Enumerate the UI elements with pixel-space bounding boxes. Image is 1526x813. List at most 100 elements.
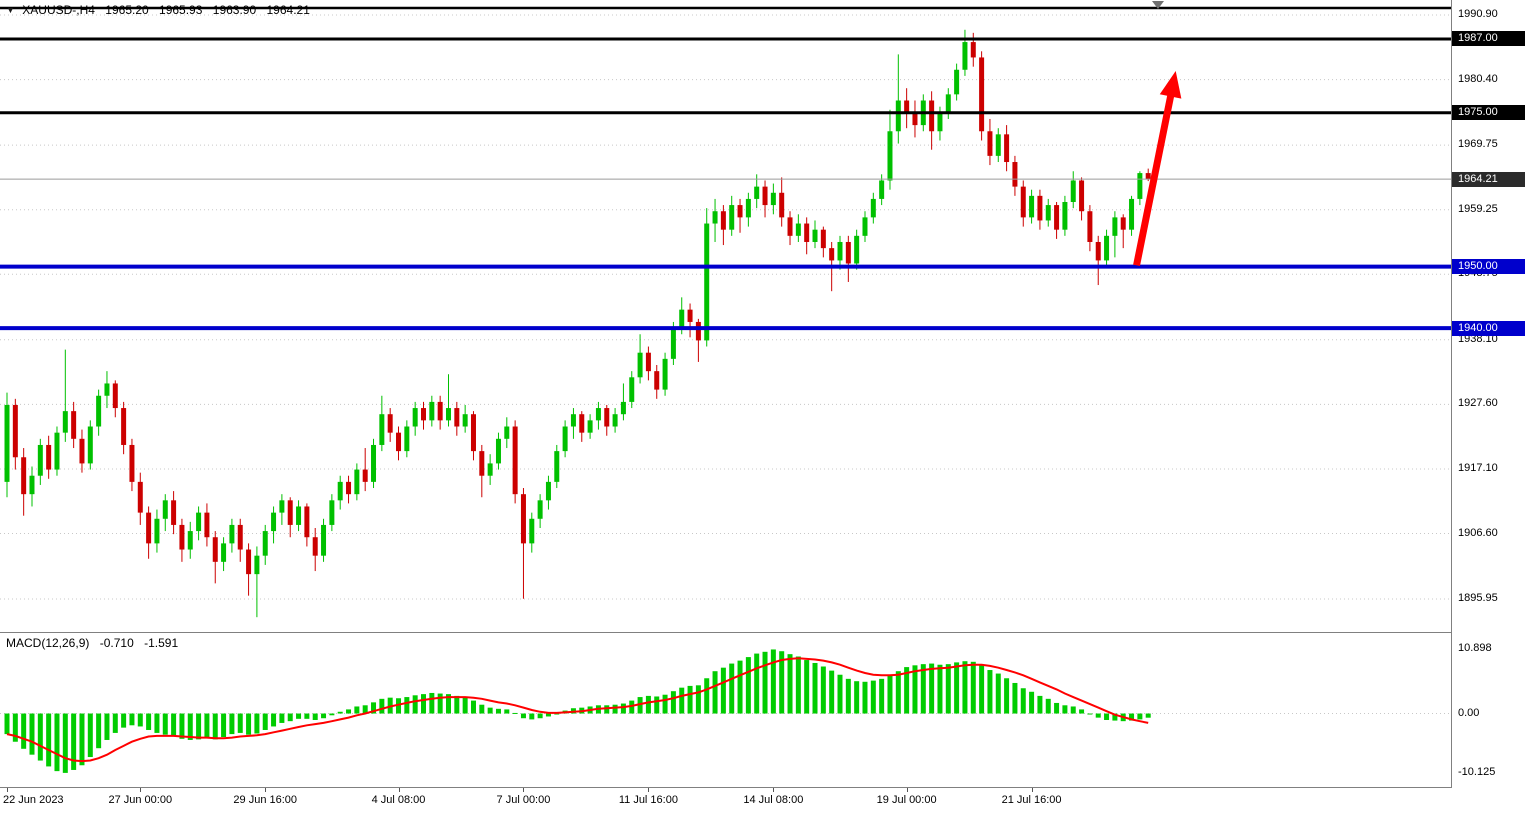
macd-chart[interactable]: [0, 633, 1451, 787]
candle-body: [945, 94, 951, 113]
candle-body: [812, 229, 818, 242]
macd-histogram-bar: [1095, 713, 1101, 718]
time-tick-mark: [265, 788, 267, 792]
candle-body: [412, 408, 418, 427]
candle-body: [804, 223, 810, 242]
price-level-badge: 1950.00: [1452, 259, 1525, 275]
macd-main-value: -0.710: [99, 636, 134, 650]
candle-body: [4, 404, 10, 482]
macd-histogram-bar: [1012, 682, 1018, 714]
macd-histogram-bar: [71, 713, 77, 770]
candle-body: [604, 408, 610, 427]
candle-body: [221, 543, 227, 562]
time-axis[interactable]: 22 Jun 2023 27 Jun 00:00 29 Jun 16:00 4 Jul…: [0, 788, 1526, 813]
candle-body: [396, 432, 402, 452]
ohlc-close-value: 1964.21: [266, 3, 310, 17]
macd-indicator-pane[interactable]: MACD(12,26,9) -0.710 -1.591: [0, 633, 1451, 788]
macd-histogram-bar: [795, 656, 801, 714]
macd-histogram-bar: [637, 697, 643, 714]
macd-histogram-bar: [687, 685, 693, 714]
candle-body: [462, 414, 468, 427]
candle-body: [520, 494, 526, 544]
candle-body: [1104, 235, 1110, 261]
time-tick-label: 27 Jun 00:00: [108, 794, 173, 806]
candle-body: [445, 408, 451, 421]
macd-histogram-bar: [520, 713, 526, 719]
candle-body: [262, 531, 268, 556]
macd-histogram-bar: [895, 671, 901, 714]
macd-histogram-bar: [37, 713, 43, 761]
trend-arrow-head[interactable]: [1159, 70, 1182, 99]
candle-body: [229, 524, 235, 544]
macd-histogram-bar: [929, 663, 935, 714]
macd-histogram-bar: [4, 713, 10, 735]
macd-histogram-bar: [412, 695, 418, 714]
macd-histogram-bar: [529, 713, 535, 720]
candle-body: [829, 248, 835, 261]
time-tick-label: 29 Jun 16:00: [233, 794, 298, 806]
macd-histogram-bar: [62, 713, 68, 773]
candlestick-chart[interactable]: [0, 0, 1451, 633]
candle-body: [1070, 180, 1076, 202]
macd-histogram-bar: [137, 713, 143, 727]
candle-body: [421, 408, 426, 421]
candle-body: [787, 217, 793, 236]
candle-body: [387, 414, 393, 433]
macd-histogram-bar: [337, 711, 343, 714]
macd-histogram-bar: [221, 713, 227, 738]
macd-histogram-bar: [429, 692, 435, 714]
candle-body: [437, 401, 443, 421]
macd-histogram-bar: [371, 702, 377, 714]
macd-histogram-bar: [620, 703, 626, 714]
macd-histogram-bar: [187, 713, 193, 740]
candle-body: [929, 100, 935, 132]
candle-body: [504, 426, 510, 439]
macd-histogram-bar: [379, 698, 385, 714]
price-axis[interactable]: 1990.901980.401969.751959.251948.751938.…: [1451, 0, 1526, 788]
macd-histogram-bar: [545, 713, 551, 717]
macd-histogram-bar: [121, 713, 127, 728]
candle-body: [654, 371, 660, 390]
candle-body: [212, 537, 218, 562]
macd-histogram-bar: [362, 705, 368, 714]
macd-histogram-bar: [820, 666, 826, 714]
ohlc-low-value: 1963.90: [212, 3, 257, 17]
candle-body: [987, 131, 993, 156]
candle-body: [287, 500, 293, 525]
candle-body: [104, 383, 110, 396]
macd-histogram-bar: [712, 671, 718, 714]
candle-body: [237, 524, 243, 550]
price-level-badge: 1975.00: [1452, 105, 1525, 121]
candle-body: [271, 512, 277, 532]
time-tick-mark: [648, 788, 650, 792]
macd-histogram-bar: [670, 691, 676, 714]
trend-arrow-shaft[interactable]: [1133, 90, 1175, 267]
candle-body: [379, 414, 385, 445]
macd-histogram-bar: [29, 713, 35, 755]
macd-histogram-bar: [1129, 713, 1135, 721]
time-tick-label: 11 Jul 16:00: [618, 794, 678, 806]
macd-histogram-bar: [629, 700, 635, 714]
candle-body: [246, 549, 252, 575]
macd-histogram-bar: [12, 713, 18, 742]
main-chart-pane[interactable]: ▼ XAUUSD-,H4 1965.20 1965.93 1963.90 196…: [0, 0, 1451, 633]
macd-histogram-bar: [604, 705, 610, 714]
macd-histogram-bar: [945, 664, 951, 714]
candle-body: [770, 192, 776, 206]
candle-body: [479, 451, 485, 476]
macd-histogram-bar: [129, 713, 135, 726]
candle-body: [879, 180, 885, 199]
chart-shift-marker-icon[interactable]: [1152, 1, 1164, 9]
macd-histogram-bar: [154, 713, 160, 733]
macd-histogram-bar: [1112, 713, 1118, 721]
macd-histogram-bar: [695, 685, 701, 714]
price-level-badge: 1940.00: [1452, 320, 1525, 336]
macd-histogram-bar: [54, 713, 60, 772]
candle-body: [970, 42, 976, 58]
macd-indicator-label: MACD(12,26,9): [6, 636, 90, 650]
macd-histogram-bar: [995, 673, 1001, 714]
one-click-trading-icon[interactable]: ▼: [6, 5, 15, 15]
macd-histogram-bar: [204, 713, 210, 739]
macd-histogram-bar: [271, 713, 277, 727]
macd-histogram-bar: [1079, 709, 1085, 714]
